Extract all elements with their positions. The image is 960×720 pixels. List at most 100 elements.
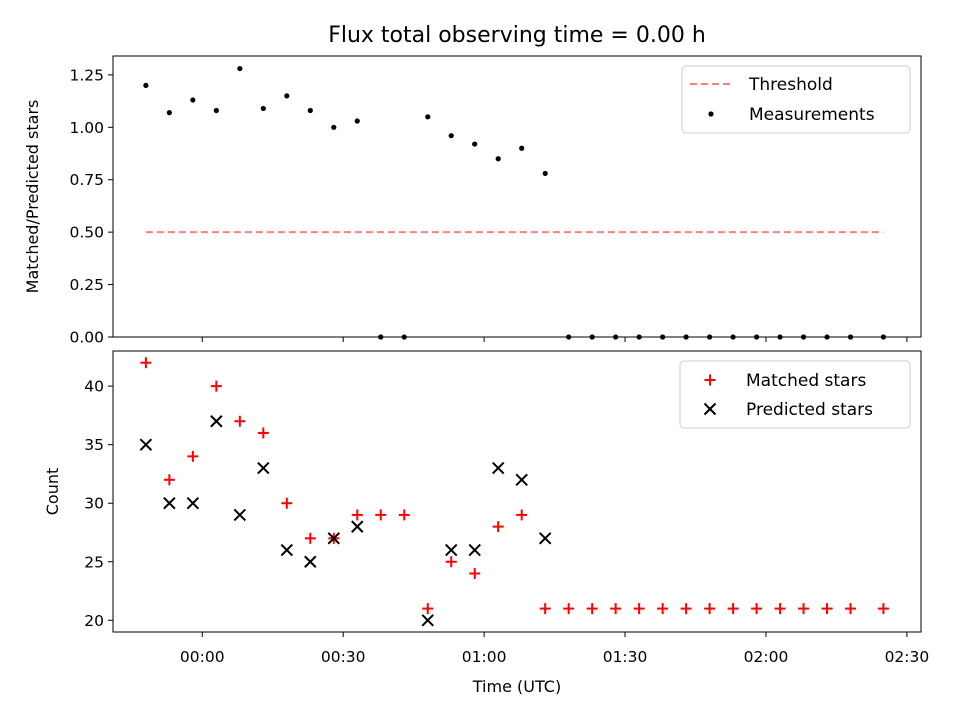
matched-star-point	[351, 509, 363, 521]
x-tick-label: 01:00	[462, 648, 507, 666]
matched-star-point	[821, 603, 833, 615]
legend-box	[679, 360, 911, 429]
matched-star-point	[234, 415, 246, 427]
y-tick-label: 30	[84, 495, 104, 513]
predicted-star-point	[421, 614, 434, 627]
matched-star-point	[657, 603, 669, 615]
matched-star-point	[187, 450, 199, 462]
matched-star-point	[845, 603, 857, 615]
legend-predicted-swatch	[703, 402, 717, 416]
measurement-point	[143, 82, 149, 88]
matched-star-point	[704, 603, 716, 615]
x-tick-label: 00:00	[180, 648, 225, 666]
bottom-axes-frame	[112, 350, 922, 633]
measurement-point	[260, 105, 266, 112]
measurement-point	[425, 114, 431, 120]
measurement-point	[542, 170, 548, 177]
predicted-star-point	[304, 555, 317, 568]
predicted-star-point	[186, 497, 200, 510]
matched-star-point	[398, 509, 410, 521]
matched-star-point	[877, 603, 889, 615]
measurement-point	[354, 118, 360, 124]
y-tick-label: 40	[84, 378, 104, 396]
predicted-star-point	[538, 532, 552, 545]
measurement-point	[237, 65, 243, 72]
measurement-point	[166, 110, 172, 116]
predicted-star-point	[492, 461, 505, 475]
x-tick-label: 02:00	[744, 648, 789, 666]
y-axis-label: Matched/Predicted stars	[23, 100, 42, 294]
y-tick-label: 1.00	[69, 119, 104, 137]
measurement-point	[495, 156, 501, 162]
matched-star-point	[469, 567, 481, 579]
y-tick-label: 20	[84, 612, 104, 630]
legend-matched-swatch	[704, 374, 716, 386]
top-subplot: Flux total observing time = 0.00 h 0.00 0.…	[23, 23, 922, 347]
y-tick-label: 35	[84, 436, 104, 454]
matched-star-point	[774, 603, 786, 615]
measurement-point	[331, 124, 337, 130]
chart-title: Flux total observing time = 0.00 h	[328, 23, 706, 48]
measurement-point	[307, 107, 313, 114]
measurement-point	[213, 107, 219, 114]
predicted-star-point	[280, 543, 294, 557]
y-tick-label: 0.25	[69, 276, 104, 294]
predicted-star-point	[163, 497, 176, 510]
predicted-star-point	[445, 543, 458, 557]
legend-measurement-swatch	[708, 111, 714, 117]
measurement-point	[519, 145, 525, 151]
y-tick-label: 0.00	[69, 329, 104, 347]
legend-predicted-label: Predicted stars	[746, 400, 873, 420]
legend-measurement-label: Measurements	[749, 105, 875, 125]
bottom-legend: Matched stars Predicted stars	[679, 360, 911, 429]
matched-star-point	[257, 427, 269, 439]
predicted-star-point	[139, 438, 153, 451]
y-tick-label: 25	[84, 553, 104, 571]
matched-star-point	[563, 603, 575, 615]
y-tick-label: 0.75	[69, 171, 104, 189]
matched-star-point	[210, 380, 222, 392]
matched-star-point	[751, 603, 763, 615]
matched-star-point	[163, 474, 175, 486]
legend-box	[681, 65, 911, 134]
measurement-point	[284, 93, 290, 99]
top-axes-frame	[112, 55, 922, 338]
matched-star-point	[680, 603, 692, 615]
matched-star-point	[539, 603, 551, 615]
y-axis-label: Count	[43, 468, 62, 516]
legend-matched-label: Matched stars	[746, 371, 866, 391]
measurement-point	[190, 97, 196, 103]
matched-star-point	[375, 509, 387, 521]
x-tick-label: 01:30	[603, 648, 648, 666]
matched-star-point	[586, 603, 598, 615]
x-tick-label: 00:30	[321, 648, 366, 666]
matched-star-point	[610, 603, 622, 615]
matched-star-point	[140, 357, 152, 369]
measurement-point	[448, 133, 454, 139]
predicted-star-point	[351, 520, 364, 533]
predicted-star-point	[210, 415, 223, 428]
matched-star-point	[492, 521, 504, 533]
predicted-star-point	[257, 461, 270, 475]
matched-star-point	[798, 603, 810, 615]
top-legend: Threshold Measurements	[681, 65, 911, 134]
legend-threshold-label: Threshold	[748, 75, 833, 95]
predicted-star-point	[515, 473, 528, 486]
matched-star-point	[445, 556, 457, 568]
matched-star-point	[516, 509, 528, 521]
y-tick-label: 0.50	[69, 224, 104, 242]
predicted-star-point	[327, 532, 340, 545]
x-tick-label: 02:30	[885, 648, 930, 666]
matched-star-point	[422, 603, 434, 615]
x-axis-label: Time (UTC)	[472, 677, 561, 696]
bottom-subplot: 20 25 30 35 40 00:00 00:30 01:00 01:30 02:00 02:30…	[43, 350, 930, 696]
matched-star-point	[727, 603, 739, 615]
measurement-point	[472, 141, 478, 147]
matched-star-point	[281, 497, 293, 509]
y-tick-label: 1.25	[69, 66, 104, 84]
matched-star-point	[633, 603, 645, 615]
predicted-star-point	[233, 508, 247, 522]
predicted-star-point	[468, 543, 481, 557]
matched-star-point	[304, 532, 316, 544]
